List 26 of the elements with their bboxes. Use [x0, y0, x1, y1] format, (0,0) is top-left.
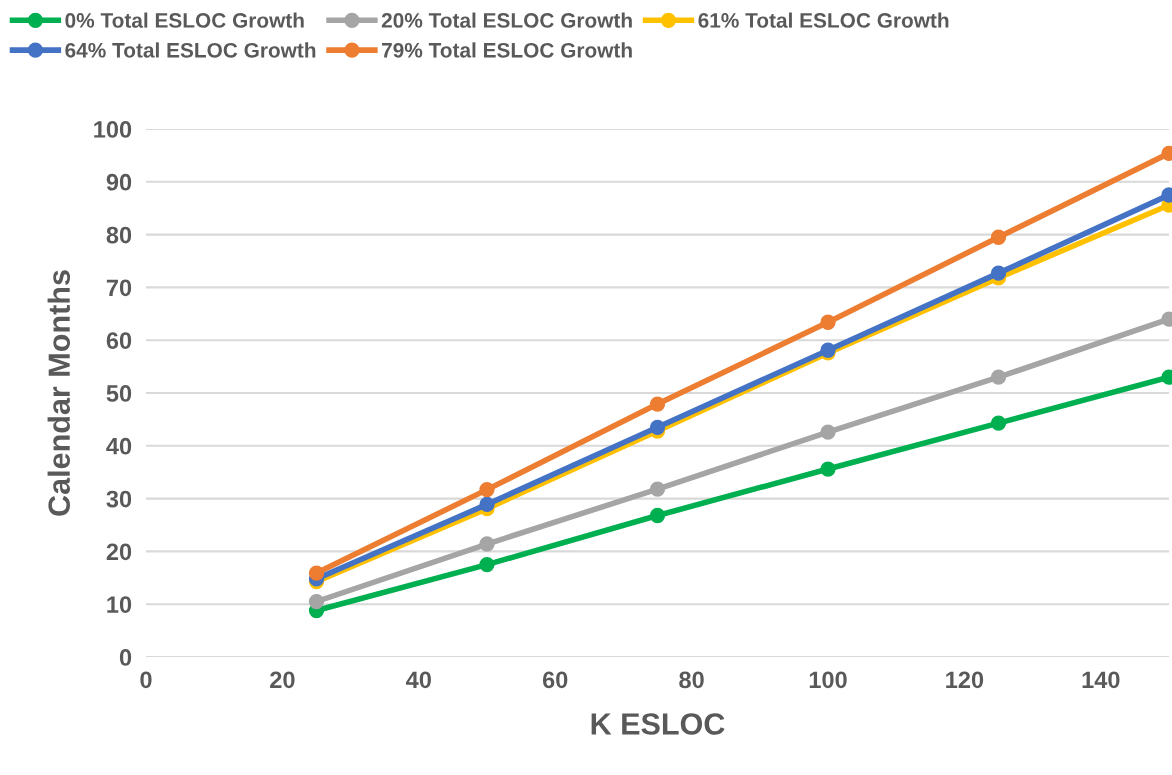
y-tick-label: 90	[106, 173, 132, 191]
y-tick-label: 70	[106, 279, 132, 297]
x-tick-label: 40	[406, 671, 431, 689]
x-tick-label: 60	[542, 671, 568, 689]
legend-label: 0% Total ESLOC Growth	[65, 12, 304, 28]
legend-label: 79% Total ESLOC Growth	[382, 42, 632, 58]
y-tick-label: 80	[106, 226, 132, 244]
y-tick-label: 60	[106, 332, 132, 349]
x-tick-label: 120	[946, 671, 984, 689]
x-tick-label: 20	[270, 671, 295, 689]
x-axis-title: K ESLOC	[591, 713, 725, 735]
y-tick-label: 40	[106, 437, 132, 455]
legend-label: 20% Total ESLOC Growth	[381, 12, 632, 28]
y-tick-label: 10	[107, 596, 132, 613]
y-tick-label: 30	[106, 490, 132, 508]
y-tick-label: 0	[119, 649, 132, 666]
y-tick-label: 50	[106, 385, 132, 402]
x-tick-label: 0	[140, 671, 152, 689]
x-tick-label: 100	[809, 671, 847, 689]
x-tick-label: 140	[1082, 671, 1120, 689]
y-axis-title: Calendar Months	[47, 270, 71, 516]
legend-label: 64% Total ESLOC Growth	[65, 42, 316, 58]
y-tick-label: 100	[94, 121, 132, 138]
x-tick-label: 80	[679, 671, 704, 689]
legend-label: 61% Total ESLOC Growth	[698, 12, 949, 28]
y-tick-label: 20	[106, 543, 132, 561]
